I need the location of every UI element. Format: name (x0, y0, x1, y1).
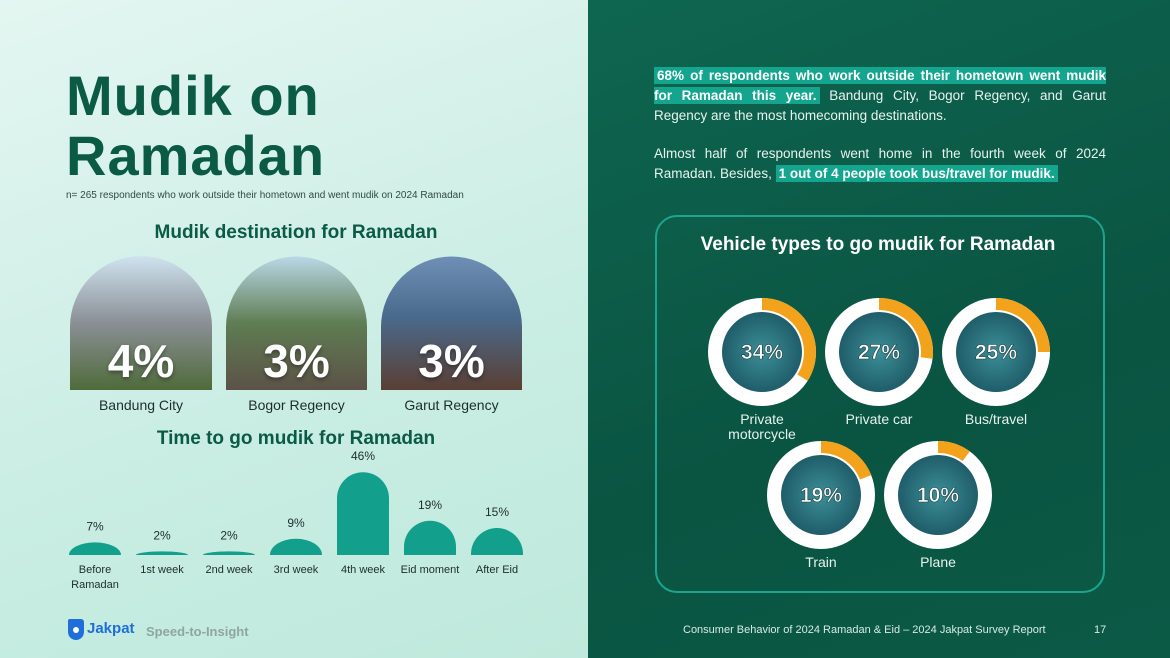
value-label: 10% (917, 484, 959, 507)
value-label: 15% (485, 505, 509, 519)
value-label: 19% (800, 484, 842, 507)
photo (781, 455, 861, 535)
paragraph-text: Almost half of respondents went home in … (654, 146, 1106, 181)
paragraph: Almost half of respondents went home in … (654, 144, 1106, 184)
x-tick-label: 4th week (340, 564, 386, 576)
bar (136, 551, 188, 555)
x-tick-label: Eid moment (400, 564, 460, 576)
value-label: 2% (220, 528, 238, 542)
bar (270, 538, 322, 555)
destination-value: 3% (418, 335, 485, 387)
brand: Jakpat (87, 620, 135, 637)
bar (337, 472, 389, 555)
donut-arc (761, 298, 816, 381)
bar (404, 520, 456, 555)
highlight: 1 out of 4 people took bus/travel for mu… (775, 165, 1058, 182)
photo-card (226, 256, 367, 390)
x-tick-label: Before Ramadan (71, 564, 119, 591)
destination-label: Garut Regency (404, 397, 499, 413)
x-tick-label: After Eid (475, 564, 519, 576)
value-label: 9% (287, 516, 305, 530)
photo (839, 312, 919, 392)
value-label: 2% (153, 528, 171, 542)
destination-value: 4% (107, 335, 175, 387)
x-tick-label: 1st week (140, 564, 184, 576)
photo-card (70, 256, 212, 390)
donut-arc (937, 441, 970, 462)
value-label: 34% (741, 341, 783, 364)
destination-label: Bandung City (98, 397, 184, 413)
tagline: Speed-to-Insight (146, 624, 249, 639)
bar (203, 551, 255, 555)
bar-chart-title: Time to go mudik for Ramadan (156, 428, 436, 449)
donut-arc (820, 441, 872, 480)
bar (69, 542, 121, 555)
category-label: Private car (845, 411, 913, 427)
donut-arc (995, 298, 1050, 353)
category-label: Private motorcycle (728, 411, 796, 442)
brand-icon (67, 619, 84, 640)
photo (956, 312, 1036, 392)
report-name: Consumer Behavior of 2024 Ramadan & Eid … (683, 624, 1046, 636)
x-tick-label: 2nd week (205, 564, 253, 576)
paragraph-text: Bandung City, Bogor Regency, and Garut R… (654, 88, 1106, 123)
value-label: 46% (351, 449, 375, 463)
subtitle: n= 265 respondents who work outside thei… (66, 190, 464, 201)
donut-arc (878, 298, 933, 359)
category-label: Bus/travel (964, 411, 1028, 427)
destination-heading: Mudik destination for Ramadan (154, 222, 438, 243)
destination-label: Bogor Regency (248, 397, 345, 413)
value-label: 27% (858, 341, 900, 364)
photo-card (381, 256, 522, 390)
value-label: 25% (975, 341, 1017, 364)
destination-value: 3% (263, 335, 330, 387)
category-label: Train (805, 554, 837, 570)
vehicle-box (655, 215, 1105, 593)
photo (722, 312, 802, 392)
value-label: 19% (418, 498, 442, 512)
value-label: 7% (86, 519, 104, 533)
paragraph: 68% of respondents who work outside thei… (654, 66, 1106, 126)
category-label: Plane (920, 554, 956, 570)
title: Mudik on Ramadan (66, 64, 326, 187)
bar (471, 528, 523, 555)
photo (898, 455, 978, 535)
page-number: 17 (1094, 624, 1107, 636)
x-tick-label: 3rd week (273, 564, 319, 576)
donut-chart-title: Vehicle types to go mudik for Ramadan (700, 234, 1056, 255)
destination-cards (70, 256, 522, 390)
